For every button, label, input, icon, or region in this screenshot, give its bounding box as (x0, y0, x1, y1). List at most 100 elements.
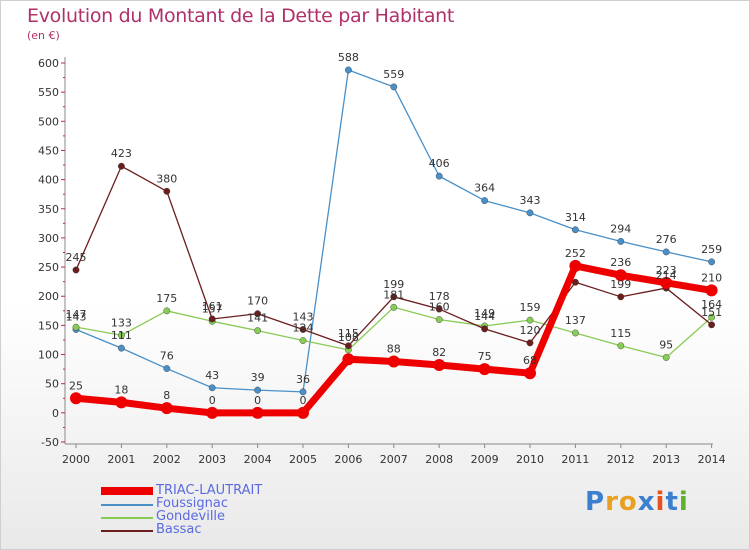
data-point (344, 342, 352, 350)
data-point (435, 316, 443, 323)
data-point (435, 172, 443, 180)
data-point (617, 238, 625, 245)
data-point (660, 276, 673, 289)
legend-label: Bassac (156, 522, 202, 537)
y-tick-label: -50 (41, 436, 59, 449)
data-label: 95 (659, 338, 673, 351)
data-label: 144 (474, 310, 495, 323)
data-point (299, 337, 307, 344)
legend-swatch-triac (101, 487, 153, 495)
data-label: 199 (383, 278, 404, 291)
y-tick-label: 500 (38, 115, 59, 128)
data-label: 39 (251, 371, 265, 384)
legend-label: Gondeville (156, 509, 226, 524)
data-point (70, 392, 82, 405)
x-tick-label: 2011 (561, 453, 589, 466)
data-point (72, 266, 80, 274)
x-tick-label: 2009 (471, 453, 499, 466)
data-point (390, 293, 398, 301)
x-tick-label: 2005 (289, 453, 317, 466)
legend-swatch-foussignac (101, 504, 153, 506)
y-tick-label: 200 (38, 290, 59, 303)
data-point (478, 363, 491, 376)
x-tick-label: 2001 (107, 453, 135, 466)
legend-swatch-gondeville (101, 517, 153, 519)
x-tick-label: 2006 (334, 453, 362, 466)
data-label: 120 (520, 324, 541, 337)
y-tick-label: 50 (45, 378, 59, 391)
data-label: 76 (160, 350, 174, 363)
data-point (526, 339, 534, 347)
data-point (572, 226, 579, 234)
x-tick-label: 2014 (698, 453, 726, 466)
data-point (118, 344, 125, 352)
x-tick-label: 2004 (244, 453, 272, 466)
data-label: 588 (338, 51, 359, 64)
data-label: 151 (701, 306, 722, 319)
data-label: 423 (111, 147, 132, 160)
data-point (208, 315, 216, 323)
data-point (662, 354, 670, 361)
data-label: 149 (474, 307, 495, 320)
data-point (254, 327, 262, 335)
y-tick-label: 350 (38, 203, 59, 216)
legend-label: TRIAC-LAUTRAIT (156, 483, 263, 498)
data-point (115, 396, 128, 409)
data-point (481, 325, 488, 333)
data-label: 157 (202, 302, 223, 315)
data-label: 82 (432, 346, 446, 359)
x-tick-label: 2012 (607, 453, 635, 466)
data-point (662, 248, 670, 256)
x-tick-label: 2002 (153, 453, 181, 466)
data-label: 133 (111, 316, 132, 329)
y-tick-label: 0 (52, 407, 59, 420)
data-label: 294 (610, 222, 631, 235)
legend-swatch-bassac (101, 530, 153, 532)
data-label: 199 (610, 278, 631, 291)
x-tick-label: 2000 (62, 453, 90, 466)
data-point (390, 303, 398, 311)
data-label: 0 (209, 394, 216, 407)
data-label: 36 (296, 373, 310, 386)
chart-title: Evolution du Montant de la Dette par Hab… (27, 5, 455, 27)
data-point (160, 402, 173, 415)
data-label: 111 (111, 329, 132, 342)
data-label: 175 (156, 292, 177, 305)
data-point (206, 406, 219, 419)
data-label: 214 (656, 269, 677, 282)
y-tick-label: 450 (38, 144, 59, 157)
data-label: 75 (478, 350, 492, 363)
data-label: 406 (429, 157, 450, 170)
data-point (572, 329, 579, 337)
data-label: 137 (565, 314, 586, 327)
data-point (526, 316, 534, 324)
data-label: 236 (610, 256, 631, 269)
data-point (390, 83, 398, 91)
data-point (617, 342, 625, 350)
data-point (526, 209, 534, 217)
proxiti-logo: Proxiti (585, 487, 689, 517)
data-label: 364 (474, 182, 495, 195)
data-label: 124 (293, 322, 314, 335)
data-label: 88 (387, 343, 401, 356)
data-label: 170 (247, 295, 268, 308)
data-label: 68 (523, 354, 537, 367)
data-point (118, 331, 125, 339)
data-point (163, 187, 171, 195)
data-label: 210 (701, 271, 722, 284)
data-label: 18 (114, 383, 128, 396)
data-label: 380 (156, 172, 177, 185)
data-label: 115 (338, 327, 359, 340)
data-point (72, 323, 80, 331)
data-label: 147 (66, 308, 87, 321)
data-point (617, 293, 625, 301)
x-tick-label: 2003 (198, 453, 226, 466)
data-point (163, 365, 171, 372)
x-tick-label: 2007 (380, 453, 408, 466)
y-tick-label: 150 (38, 319, 59, 332)
data-label: 252 (565, 247, 586, 260)
data-point (524, 367, 536, 380)
data-label: 141 (247, 312, 268, 325)
